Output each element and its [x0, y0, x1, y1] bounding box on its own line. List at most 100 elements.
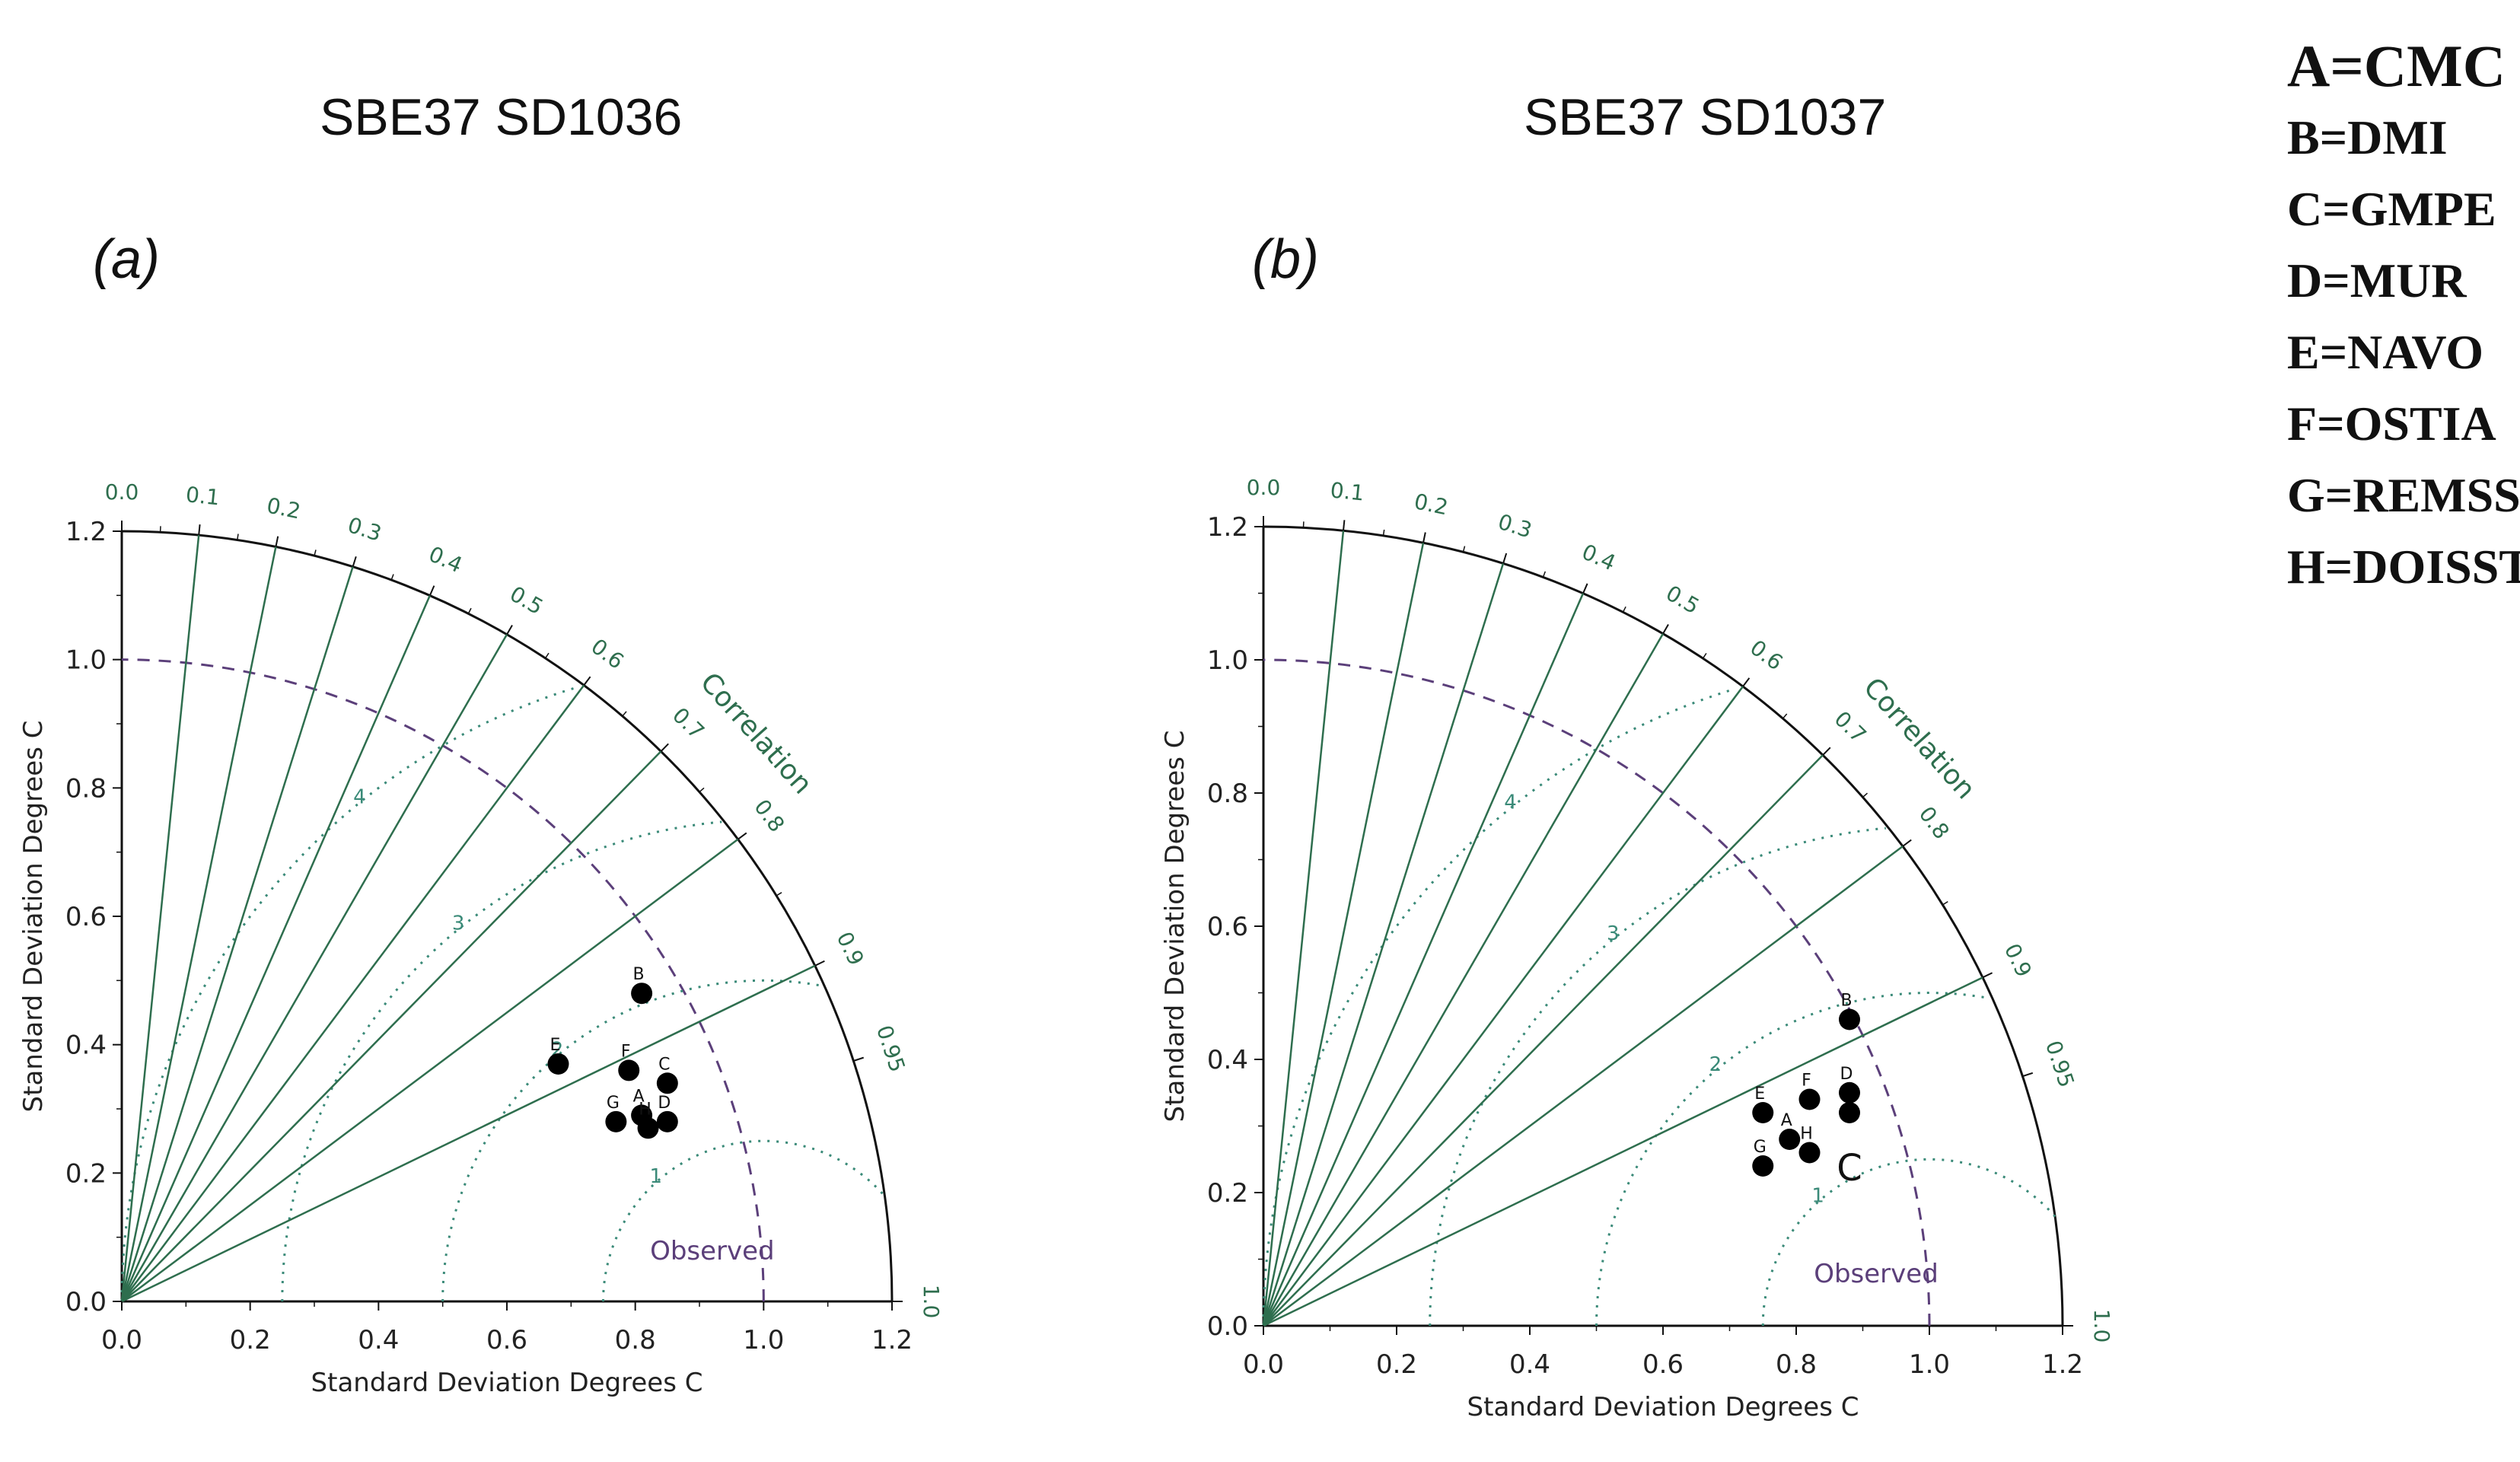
point-H — [1798, 1142, 1821, 1164]
corr-line-0.2 — [1262, 542, 1425, 1327]
corr-line-0.4 — [1262, 593, 1585, 1327]
x-tick-label-0.8: 0.8 — [615, 1325, 656, 1355]
corr-minor-tick — [1702, 652, 1707, 659]
x-tick-label-1.0: 1.0 — [1909, 1349, 1950, 1380]
corr-minor-tick — [1422, 537, 1426, 543]
x-axis-label: Standard Deviation Degrees C — [311, 1368, 703, 1398]
y-tick-label-1.0: 1.0 — [1207, 645, 1248, 676]
corr-minor-tick — [237, 534, 239, 540]
point-D — [656, 1110, 678, 1132]
point-label-H: H — [1800, 1125, 1813, 1144]
corr-tick-label-1.0: 1.0 — [919, 1285, 944, 1319]
corr-minor-tick — [1902, 842, 1908, 847]
corr-tick-label-0.8: 0.8 — [749, 795, 789, 836]
corr-line-0.5 — [1262, 633, 1665, 1327]
corr-tick-label-0.8: 0.8 — [1914, 801, 1955, 843]
point-B — [1839, 1008, 1860, 1030]
title-b: SBE37 SD1037 — [1524, 88, 1887, 146]
point-label-H: H — [639, 1100, 652, 1119]
corr-line-0.6 — [121, 684, 585, 1302]
y-tick-label-0.2: 0.2 — [65, 1158, 107, 1189]
y-tick-label-1.0: 1.0 — [65, 645, 107, 676]
corr-minor-tick — [1462, 546, 1466, 553]
corr-tick-label-0.2: 0.2 — [1412, 489, 1450, 520]
x-tick-label-1.0: 1.0 — [743, 1325, 784, 1355]
corr-minor-tick — [1862, 792, 1868, 798]
corr-minor-tick — [1582, 588, 1586, 594]
y-tick-label-0.8: 0.8 — [65, 773, 107, 804]
observed-label: Observed — [1814, 1259, 1939, 1289]
y-tick-label-0.0: 0.0 — [1207, 1311, 1248, 1342]
y-tick-label-0.4: 0.4 — [1207, 1045, 1248, 1075]
corr-line-0.4 — [120, 594, 431, 1302]
legend-item-h: H=DOISST — [2287, 540, 2520, 594]
corr-tick-label-0.95: 0.95 — [2041, 1037, 2079, 1091]
legend-item-e: E=NAVO — [2287, 325, 2484, 379]
x-tick-label-0.2: 0.2 — [230, 1325, 271, 1355]
legend-item-f: F=OSTIA — [2287, 397, 2496, 451]
point-E — [1752, 1102, 1774, 1123]
point-F — [1798, 1088, 1821, 1110]
corr-minor-tick — [429, 589, 433, 596]
x-tick-label-0.2: 0.2 — [1376, 1349, 1417, 1380]
x-axis-label: Standard Deviation Degrees C — [1467, 1392, 1859, 1422]
x-tick-label-1.2: 1.2 — [2042, 1349, 2083, 1380]
corr-minor-tick — [390, 574, 394, 581]
point-label-B: B — [1840, 992, 1852, 1011]
corr-tick-label-0.4: 0.4 — [425, 541, 466, 578]
corr-minor-tick — [1982, 974, 1989, 978]
corr-minor-tick — [1942, 901, 1948, 906]
legend: A=CMC B=DMI C=GMPE D=MUR E=NAVO F=OSTIA … — [2287, 30, 2520, 603]
legend-item-a: A=CMC — [2287, 33, 2506, 99]
point-label-B: B — [633, 965, 645, 984]
corr-line-0.7 — [121, 750, 662, 1302]
y-tick-label-0.6: 0.6 — [1207, 912, 1248, 942]
corr-line-0.3 — [1262, 562, 1505, 1327]
x-tick-label-0.8: 0.8 — [1776, 1349, 1817, 1380]
rms-arc-3 — [1429, 827, 1886, 1326]
observed-arc — [1263, 658, 1931, 1327]
point-label-G: G — [1754, 1138, 1767, 1157]
y-tick-label-0.4: 0.4 — [65, 1030, 107, 1061]
legend-item-b: B=DMI — [2287, 110, 2448, 164]
corr-minor-tick — [1542, 571, 1547, 578]
corr-line-0.3 — [120, 566, 354, 1302]
title-a: SBE37 SD1036 — [320, 88, 683, 146]
y-tick-label-0.0: 0.0 — [65, 1287, 107, 1317]
x-tick-label-0.6: 0.6 — [1642, 1349, 1684, 1380]
point-C — [656, 1072, 678, 1094]
corr-minor-tick — [352, 560, 355, 567]
corr-minor-tick — [1502, 557, 1506, 564]
corr-tick-label-0.95: 0.95 — [871, 1022, 910, 1075]
corr-minor-tick — [814, 962, 821, 967]
legend-item-d: D=MUR — [2287, 253, 2467, 307]
corr-tick-label-0.9: 0.9 — [832, 928, 869, 969]
corr-line-0.8 — [121, 838, 739, 1302]
corr-minor-tick — [467, 607, 472, 614]
y-axis-label: Standard Deviation Degrees C — [18, 721, 49, 1113]
point-F — [618, 1059, 640, 1081]
corr-minor-tick — [1343, 524, 1345, 531]
point-E — [547, 1053, 569, 1075]
outer-arc — [1263, 525, 2064, 1327]
corr-minor-tick — [853, 1058, 860, 1062]
corr-tick-label-0.7: 0.7 — [1830, 706, 1872, 748]
rms-arc-2 — [1595, 991, 1988, 1327]
point-label-G: G — [607, 1094, 620, 1113]
corr-minor-tick — [776, 892, 782, 897]
x-tick-label-0.0: 0.0 — [1243, 1349, 1284, 1380]
rms-label-4: 4 — [353, 785, 366, 808]
corr-minor-tick — [1782, 713, 1788, 719]
corr-tick-label-0.1: 0.1 — [1329, 477, 1365, 505]
point-D — [1839, 1081, 1860, 1104]
corr-minor-tick — [275, 540, 278, 547]
corr-line-0.2 — [120, 546, 277, 1302]
corr-minor-tick — [544, 652, 550, 659]
outer-arc — [121, 530, 894, 1302]
y-tick-label-0.2: 0.2 — [1207, 1178, 1248, 1209]
corr-line-0.6 — [1263, 686, 1744, 1327]
legend-item-g: G=REMSS — [2287, 468, 2520, 522]
x-tick-label-0.0: 0.0 — [101, 1325, 142, 1355]
observed-arc — [121, 658, 765, 1302]
point-G — [1752, 1155, 1774, 1177]
